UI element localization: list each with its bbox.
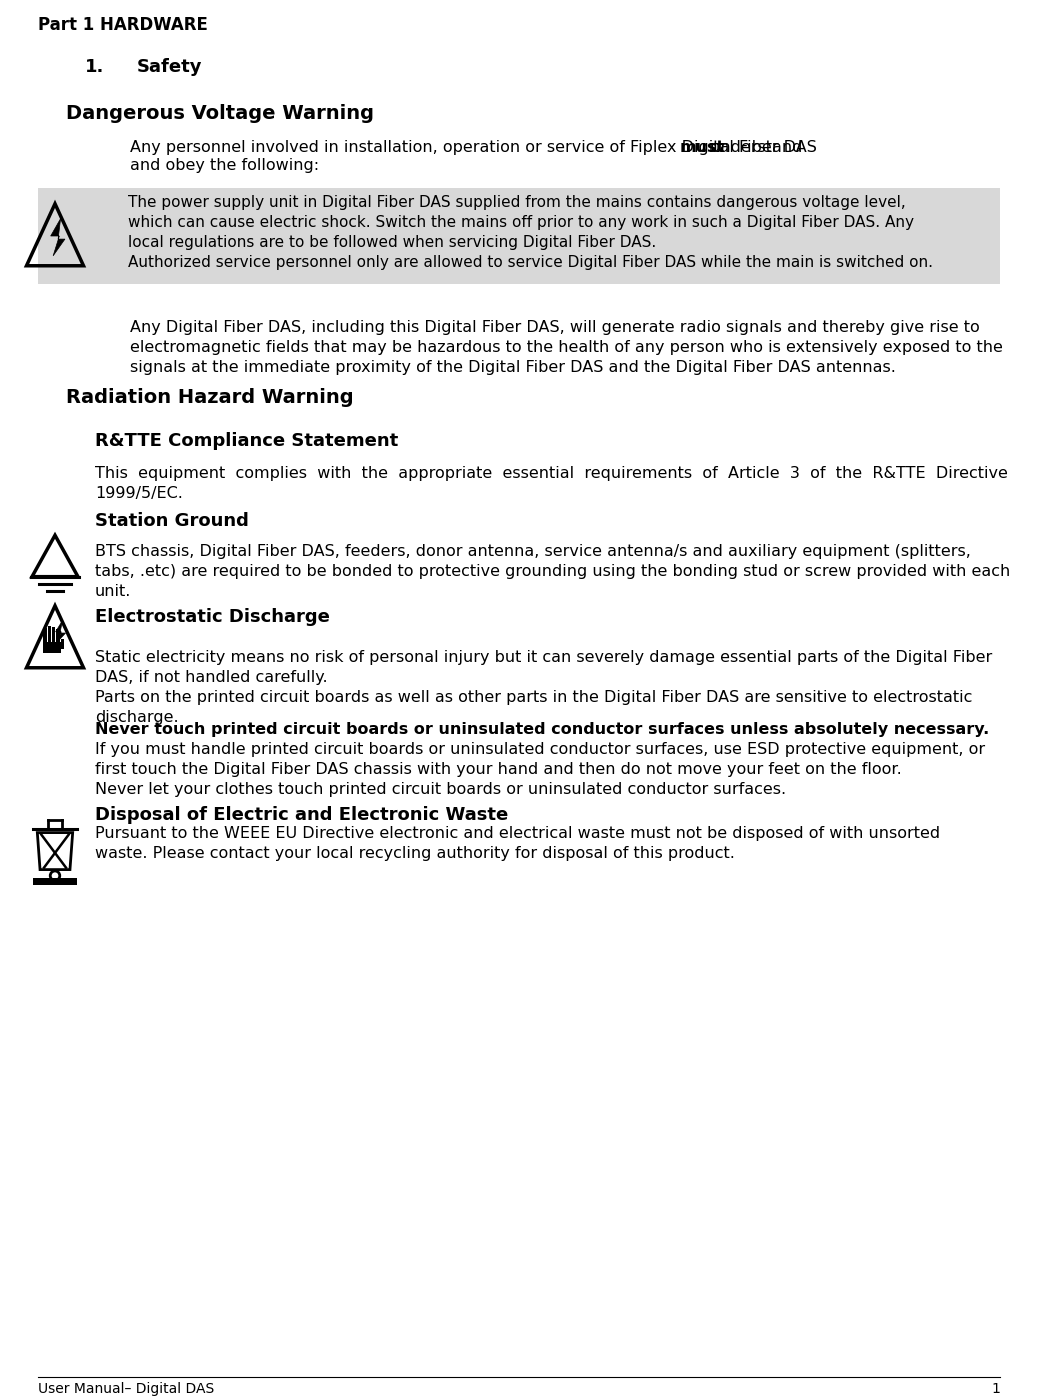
Text: Dangerous Voltage Warning: Dangerous Voltage Warning [66, 104, 374, 123]
Text: This  equipment  complies  with  the  appropriate  essential  requirements  of  : This equipment complies with the appropr… [95, 466, 1008, 501]
Text: User Manual– Digital DAS: User Manual– Digital DAS [38, 1382, 214, 1396]
Text: Static electricity means no risk of personal injury but it can severely damage e: Static electricity means no risk of pers… [95, 650, 992, 725]
Text: 1: 1 [991, 1382, 1000, 1396]
Text: BTS chassis, Digital Fiber DAS, feeders, donor antenna, service antenna/s and au: BTS chassis, Digital Fiber DAS, feeders,… [95, 545, 1010, 599]
Bar [44, 641, 60, 652]
Text: The power supply unit in Digital Fiber DAS supplied from the mains contains dang: The power supply unit in Digital Fiber D… [128, 195, 933, 270]
Text: Any Digital Fiber DAS, including this Digital Fiber DAS, will generate radio sig: Any Digital Fiber DAS, including this Di… [130, 321, 1003, 375]
Bar [60, 638, 63, 648]
Text: Electrostatic Discharge: Electrostatic Discharge [95, 608, 330, 626]
Text: 1.: 1. [85, 57, 105, 76]
Text: Safety: Safety [137, 57, 202, 76]
Text: Pursuant to the WEEE EU Directive electronic and electrical waste must not be di: Pursuant to the WEEE EU Directive electr… [95, 826, 940, 861]
Text: must: must [680, 140, 726, 155]
Text: understand: understand [705, 140, 802, 155]
Text: Never touch printed circuit boards or uninsulated conductor surfaces unless abso: Never touch printed circuit boards or un… [95, 722, 989, 736]
Polygon shape [56, 620, 65, 641]
Bar [52, 627, 55, 641]
Bar [32, 878, 78, 885]
Text: and obey the following:: and obey the following: [130, 158, 319, 174]
Text: R&TTE Compliance Statement: R&TTE Compliance Statement [95, 433, 399, 449]
Text: Disposal of Electric and Electronic Waste: Disposal of Electric and Electronic Wast… [95, 806, 509, 825]
Bar [48, 626, 51, 641]
Text: If you must handle printed circuit boards or uninsulated conductor surfaces, use: If you must handle printed circuit board… [95, 742, 985, 797]
Text: Radiation Hazard Warning: Radiation Hazard Warning [66, 388, 354, 407]
Text: Part 1 HARDWARE: Part 1 HARDWARE [38, 15, 208, 34]
Text: Station Ground: Station Ground [95, 512, 249, 531]
Text: Any personnel involved in installation, operation or service of Fiplex Digital F: Any personnel involved in installation, … [130, 140, 822, 155]
Bar [38, 188, 1000, 284]
Bar [56, 630, 59, 641]
Polygon shape [51, 218, 65, 256]
Bar [44, 629, 47, 641]
